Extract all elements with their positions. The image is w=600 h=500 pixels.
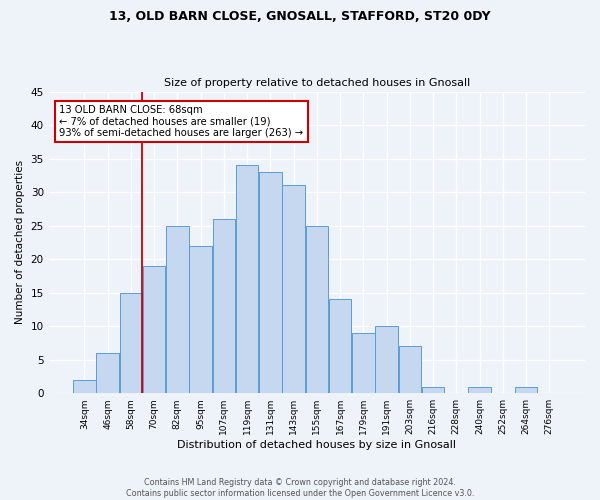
Bar — [73, 380, 95, 393]
Y-axis label: Number of detached properties: Number of detached properties — [15, 160, 25, 324]
Bar — [283, 186, 305, 393]
Bar — [305, 226, 328, 393]
Text: 13, OLD BARN CLOSE, GNOSALL, STAFFORD, ST20 0DY: 13, OLD BARN CLOSE, GNOSALL, STAFFORD, S… — [109, 10, 491, 23]
Bar — [352, 333, 374, 393]
Bar — [515, 386, 538, 393]
Text: Contains HM Land Registry data © Crown copyright and database right 2024.
Contai: Contains HM Land Registry data © Crown c… — [126, 478, 474, 498]
Bar — [212, 219, 235, 393]
Bar — [398, 346, 421, 393]
Bar — [119, 292, 142, 393]
Bar — [259, 172, 281, 393]
Bar — [422, 386, 445, 393]
Bar — [376, 326, 398, 393]
Bar — [96, 353, 119, 393]
Bar — [469, 386, 491, 393]
Bar — [236, 166, 259, 393]
Bar — [190, 246, 212, 393]
Bar — [329, 300, 352, 393]
X-axis label: Distribution of detached houses by size in Gnosall: Distribution of detached houses by size … — [178, 440, 457, 450]
Text: 13 OLD BARN CLOSE: 68sqm
← 7% of detached houses are smaller (19)
93% of semi-de: 13 OLD BARN CLOSE: 68sqm ← 7% of detache… — [59, 105, 304, 138]
Title: Size of property relative to detached houses in Gnosall: Size of property relative to detached ho… — [164, 78, 470, 88]
Bar — [166, 226, 188, 393]
Bar — [143, 266, 166, 393]
